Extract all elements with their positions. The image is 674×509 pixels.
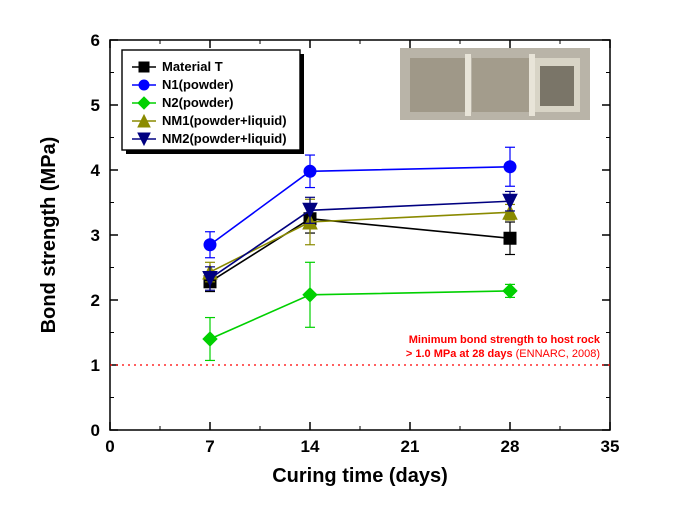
x-tick-label: 28 [501, 437, 520, 456]
ref-line-label: Minimum bond strength to host rock [409, 334, 601, 346]
x-tick-label: 21 [401, 437, 420, 456]
legend-label: N2(powder) [162, 95, 234, 110]
y-tick-label: 3 [91, 226, 100, 245]
y-tick-label: 4 [91, 161, 101, 180]
bond-strength-chart: 0 7 14 21 28 35 0 1 2 3 4 5 6 Curing time (days) Bond … [10, 10, 664, 499]
y-tick-label: 5 [91, 96, 100, 115]
x-tick-label: 35 [601, 437, 620, 456]
legend-label: NM2(powder+liquid) [162, 131, 287, 146]
y-tick-label: 2 [91, 291, 100, 310]
x-tick-label: 14 [301, 437, 320, 456]
ref-line-label-2: > 1.0 MPa at 28 days (ENNARC, 2008) [406, 348, 600, 360]
y-tick-label: 6 [91, 31, 100, 50]
y-axis-label: Bond strength (MPa) [38, 137, 60, 334]
x-axis-label: Curing time (days) [272, 465, 448, 487]
legend-label: Material T [162, 59, 223, 74]
x-tick-label: 7 [205, 437, 214, 456]
x-tick-label: 0 [105, 437, 114, 456]
y-tick-label: 1 [91, 356, 100, 375]
y-tick-label: 0 [91, 421, 100, 440]
legend-label: NM1(powder+liquid) [162, 113, 287, 128]
legend-label: N1(powder) [162, 77, 234, 92]
